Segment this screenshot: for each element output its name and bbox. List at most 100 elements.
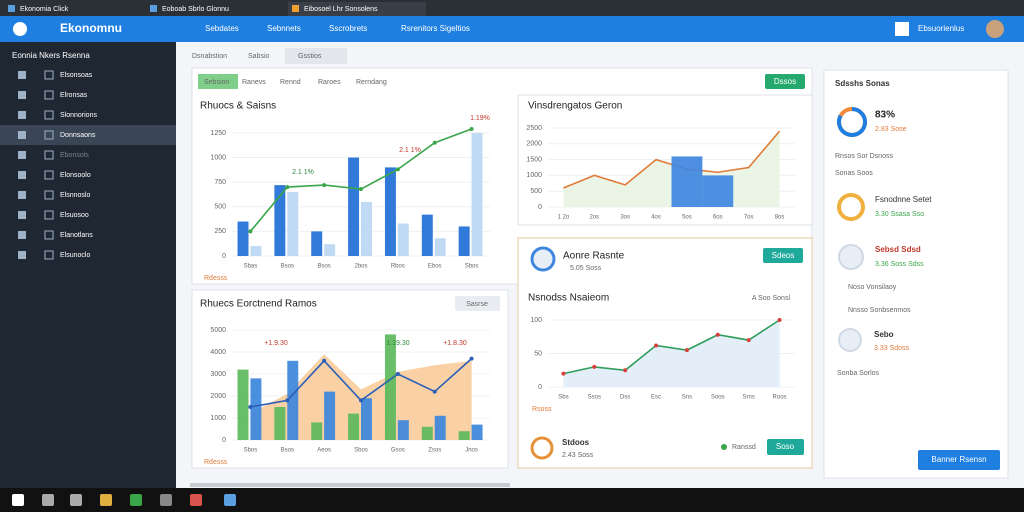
x-tick-label: Esc	[651, 395, 661, 401]
x-tick-label: Sbs	[558, 395, 568, 401]
item-title: Sebsd Sdsd	[875, 245, 921, 254]
action-label[interactable]: Dssos	[774, 77, 796, 86]
sidebar-item[interactable]: Elanotlans	[60, 232, 93, 239]
x-tick-label: Gsos	[391, 448, 405, 454]
sidebar-item[interactable]: Slonnorions	[60, 112, 97, 119]
sidebar-icon	[44, 250, 54, 260]
tab-label[interactable]: Ekonomia Click	[20, 6, 69, 13]
y-tick-label: 1500	[526, 156, 542, 163]
sidebar-icon	[18, 111, 26, 119]
footer-button[interactable]	[767, 439, 804, 455]
user-name[interactable]: Ebsuorienlus	[918, 24, 964, 33]
y-tick-label: 0	[222, 437, 226, 444]
sidebar-item[interactable]: Elsunoclo	[60, 252, 90, 259]
toolbar-item[interactable]: Gsstios	[298, 53, 322, 60]
bar	[361, 398, 372, 440]
footer-button-label[interactable]: Soso	[776, 442, 795, 451]
card-button-label[interactable]: Sasrse	[466, 301, 488, 308]
bar	[671, 156, 703, 207]
filter[interactable]: A Soo Sonsl	[752, 295, 791, 302]
sidebar-icon	[18, 131, 26, 139]
nav-item[interactable]: Sscrobrets	[329, 24, 367, 33]
tab[interactable]	[288, 2, 426, 16]
toolbar-button[interactable]	[285, 48, 347, 64]
filter[interactable]: Sebsion	[204, 79, 229, 86]
x-tick-label: 2bos	[354, 264, 367, 270]
toolbar-item[interactable]: Sabsio	[248, 53, 270, 60]
sidebar-item[interactable]: Donnsaons	[60, 132, 96, 139]
y-tick-label: 0	[222, 253, 226, 260]
sidebar-item[interactable]: Elsnnoslo	[60, 192, 90, 199]
chart-title: Nsnodss Nsaieom	[528, 293, 609, 304]
point	[592, 364, 597, 369]
sidebar-item[interactable]: Ebonsols	[60, 152, 89, 159]
x-tick-label: Srns	[743, 395, 755, 401]
bar	[287, 360, 299, 440]
filter-active[interactable]	[198, 74, 238, 89]
x-tick-label: Soos	[711, 395, 725, 401]
y-tick-label: 4000	[210, 349, 226, 356]
right-panel	[823, 69, 1009, 479]
filter[interactable]: Rerndang	[356, 79, 387, 86]
bar	[348, 413, 360, 440]
tab-label[interactable]: Eoboab Sbrlo Glonnu	[162, 6, 229, 13]
card-button[interactable]	[455, 296, 500, 311]
sidebar-item[interactable]: Elsonsoas	[60, 72, 93, 79]
section[interactable]: Sonas Soos	[835, 170, 873, 177]
avatar[interactable]	[986, 20, 1004, 38]
taskbar-icon[interactable]	[130, 494, 142, 506]
chart-title: Rhuocs & Saisns	[200, 101, 276, 112]
taskbar-icon[interactable]	[190, 494, 202, 506]
point	[561, 371, 566, 376]
taskbar-icon[interactable]	[160, 494, 172, 506]
taskbar-icon[interactable]	[224, 494, 236, 506]
y-tick-label: 5000	[210, 327, 226, 334]
y-tick-label: 100	[530, 317, 542, 324]
taskbar-icon[interactable]	[100, 494, 112, 506]
section[interactable]: Rnsos Sor Dsnoss	[835, 153, 893, 160]
taskbar-icon[interactable]	[12, 494, 24, 506]
bar	[311, 422, 323, 440]
sidebar-icon	[18, 191, 26, 199]
nav-item[interactable]: Sebnnets	[267, 24, 301, 33]
section[interactable]: Nnsso Sonbsenmos	[848, 307, 911, 314]
sidebar-item[interactable]: Elsuosoo	[60, 212, 89, 219]
tab-label[interactable]: Eibosoel Lhr Sonsolens	[304, 6, 378, 13]
sidebar-icon	[44, 110, 54, 120]
sidebar-icon	[44, 170, 54, 180]
card-button[interactable]	[763, 248, 803, 263]
x-tick-label: 3os	[620, 215, 630, 221]
taskbar-icon[interactable]	[70, 494, 82, 506]
point	[248, 229, 253, 234]
action-button[interactable]	[765, 74, 805, 89]
bar	[471, 132, 483, 256]
item-title: Fsnodnne Setet	[875, 195, 932, 204]
primary-button-label[interactable]: Banner Rsensn	[931, 455, 986, 464]
score: 83%	[875, 110, 895, 121]
sidebar-icon	[44, 190, 54, 200]
point	[285, 398, 290, 403]
primary-button[interactable]	[918, 450, 1000, 470]
y-tick-label: 0	[538, 204, 542, 211]
filter[interactable]: Raroes	[318, 79, 341, 86]
sidebar-item[interactable]: Elronsas	[60, 92, 88, 99]
y-tick-label: 500	[530, 188, 542, 195]
x-tick-label: Rbos	[391, 264, 405, 270]
filter[interactable]: Ranevs	[242, 79, 266, 86]
taskbar-icon[interactable]	[42, 494, 54, 506]
nav-item[interactable]: Rsrenitors Sigeltios	[401, 24, 470, 33]
sidebar-icon	[44, 210, 54, 220]
card-button-label[interactable]: Sdeos	[772, 251, 795, 260]
y-tick-label: 750	[214, 179, 226, 186]
x-tick-label: 7os	[744, 215, 754, 221]
sidebar-item[interactable]: Elonsoolo	[60, 172, 91, 179]
section[interactable]: Noso Vonsilaoy	[848, 284, 897, 291]
tab[interactable]	[4, 2, 142, 16]
x-tick-label: 6os	[713, 215, 723, 221]
filter[interactable]: Rennd	[280, 79, 301, 86]
nav-item[interactable]: Sebdates	[205, 24, 239, 33]
bar	[287, 192, 299, 256]
tab[interactable]	[146, 2, 284, 16]
sidebar-icon	[18, 231, 26, 239]
toolbar-item[interactable]: Dsnabstion	[192, 53, 227, 60]
